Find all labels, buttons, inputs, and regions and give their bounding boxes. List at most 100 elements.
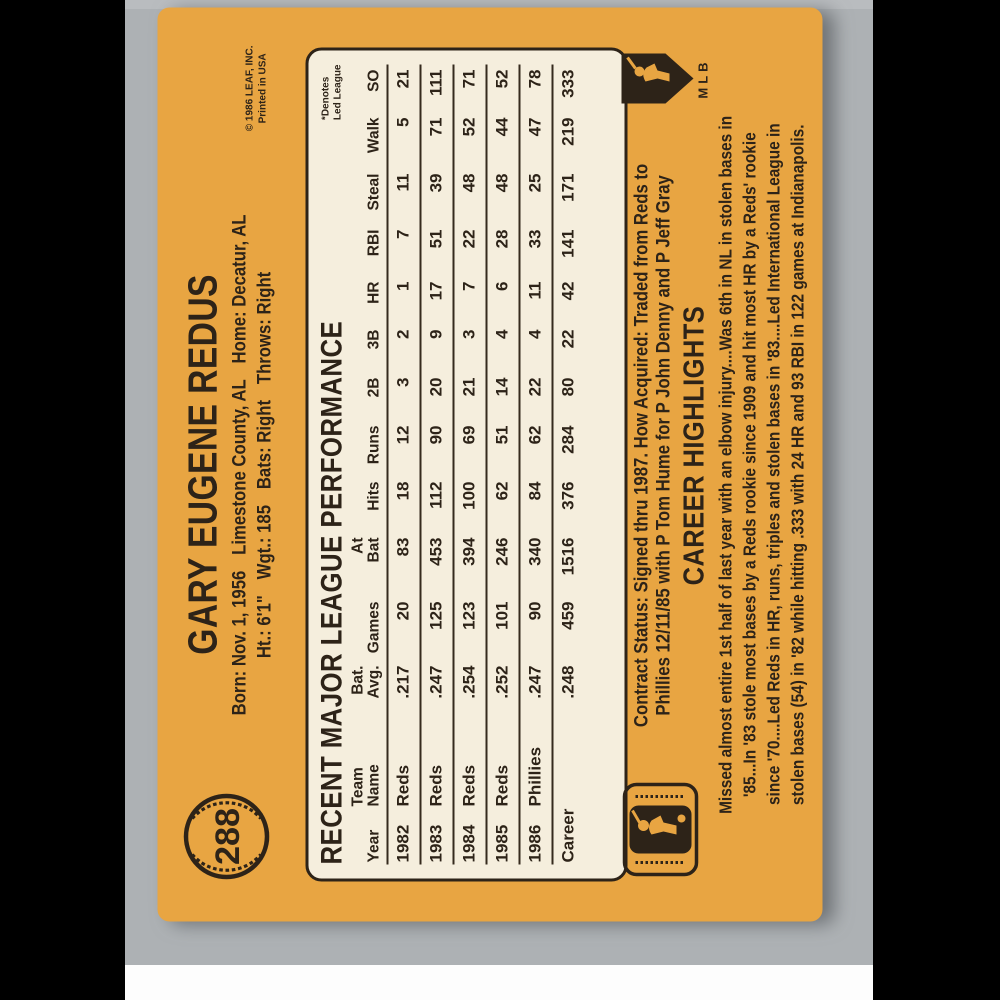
stats-cell: 11 [519, 276, 553, 325]
col-so: SO [365, 69, 383, 92]
stats-cell: 62 [486, 476, 520, 533]
stats-cell: 69 [453, 420, 487, 477]
stats-cell: 459 [552, 596, 585, 661]
stats-cell: 44 [486, 112, 520, 169]
stats-cell: 48 [453, 168, 487, 225]
stats-cell: Reds [420, 716, 454, 809]
stats-cell: 71 [420, 112, 454, 169]
col-hits: Hits [365, 481, 383, 511]
stats-cell: 2 [387, 324, 421, 373]
col-3b: 3B [365, 329, 383, 350]
stats-cell: 22 [552, 324, 585, 373]
stats-cell: 83 [387, 532, 421, 597]
stats-cell: 3 [387, 372, 421, 421]
stats-cell: 28 [486, 224, 520, 277]
highlight-line-4: stolen bases (54) in '82 while hitting .… [787, 124, 808, 805]
stats-cell: 141 [552, 224, 585, 277]
stats-cell: 1986 [519, 808, 553, 865]
col-atbat: At Bat [349, 537, 383, 563]
stats-cell: 246 [486, 532, 520, 597]
stats-cell: .248 [552, 660, 585, 717]
stats-cell: 7 [453, 276, 487, 325]
stats-cell: 111 [420, 64, 454, 113]
col-walk: Walk [365, 117, 383, 154]
stats-cell: 90 [519, 596, 553, 661]
contract-line-2: Phillies 12/11/85 with P Tom Hume for P … [653, 175, 675, 716]
col-avg: Bat. Avg. [349, 665, 383, 699]
stats-cell: 101 [486, 596, 520, 661]
bio-throws: Throws: Right [254, 271, 276, 384]
card-number: 288 [209, 808, 247, 865]
stats-cell: 21 [453, 372, 487, 421]
stats-table: Year Team Name Bat. Avg. Games At Bat Hi… [349, 64, 585, 865]
stats-cell: 20 [420, 372, 454, 421]
stats-cell: 84 [519, 476, 553, 533]
stats-cell: 33 [519, 224, 553, 277]
bio-born: Born: Nov. 1, 1956 [229, 570, 251, 715]
stats-cell: 52 [453, 112, 487, 169]
stats-cell: 11 [387, 168, 421, 225]
contract-block: Contract Status: Signed thru 1987. How A… [632, 120, 712, 772]
bio-county: Limestone County, AL [229, 378, 251, 555]
stats-cell: .252 [486, 660, 520, 717]
stats-row-1986: 1986 Phillies .247 90 340 84 62 22 4 11 … [519, 64, 553, 865]
player-name: GARY EUGENE REDUS [179, 274, 226, 655]
stats-row-1984: 1984 Reds .254 123 394 100 69 21 3 7 22 … [453, 64, 487, 865]
stats-panel-header: RECENT MAJOR LEAGUE PERFORMANCE *Denotes… [316, 65, 350, 865]
stats-cell: 71 [453, 64, 487, 113]
highlight-line-3: since '70....Led Reds in HR, runs, tripl… [763, 123, 784, 806]
stats-cell: 21 [387, 64, 421, 113]
stats-cell: 7 [387, 224, 421, 277]
stats-cell: 219 [552, 112, 585, 169]
stats-cell: 14 [486, 372, 520, 421]
col-steal: Steal [365, 173, 383, 211]
career-highlights-block: Missed almost entire 1st half of last ye… [714, 32, 810, 898]
stats-cell: 62 [519, 420, 553, 477]
stats-cell: Career [552, 808, 585, 865]
stats-cell: 125 [420, 596, 454, 661]
col-rbi: RBI [365, 229, 383, 257]
stats-cell: .254 [453, 660, 487, 717]
bio-weight: Wgt.: 185 [254, 504, 276, 579]
col-hr: HR [365, 281, 383, 304]
stats-row-1982: 1982 Reds .217 20 83 18 12 3 2 1 7 11 5 … [387, 64, 421, 865]
baseball-card-number-icon: 288 [183, 793, 270, 880]
stats-cell: 12 [387, 420, 421, 477]
stats-cell: 51 [420, 224, 454, 277]
stats-cell: 394 [453, 532, 487, 597]
stats-cell: .217 [387, 660, 421, 717]
stats-cell: 39 [420, 168, 454, 225]
col-team: Team Name [349, 764, 383, 807]
stats-panel: RECENT MAJOR LEAGUE PERFORMANCE *Denotes… [305, 47, 628, 882]
stats-cell: 48 [486, 168, 520, 225]
stats-cell: 284 [552, 420, 585, 477]
stats-cell: 453 [420, 532, 454, 597]
stats-cell: 90 [420, 420, 454, 477]
stats-cell: 3 [453, 324, 487, 373]
bio-home: Home: Decatur, AL [229, 214, 251, 364]
col-2b: 2B [365, 377, 383, 398]
stats-title: RECENT MAJOR LEAGUE PERFORMANCE [315, 320, 349, 865]
contract-line-1: Contract Status: Signed thru 1987. How A… [631, 163, 653, 728]
stats-cell: Reds [387, 716, 421, 809]
card-header: GARY EUGENE REDUS Born: Nov. 1, 1956 Lime… [180, 8, 277, 922]
bio-height: Ht.: 6'1" [254, 594, 276, 658]
stats-cell: 20 [387, 596, 421, 661]
mlbpa-logo-icon [622, 782, 699, 877]
stats-cell: 9 [420, 324, 454, 373]
stats-cell [552, 716, 585, 809]
stats-cell: 1983 [420, 808, 454, 865]
stats-cell: 22 [453, 224, 487, 277]
stats-cell: 25 [519, 168, 553, 225]
stats-cell: 4 [486, 324, 520, 373]
stats-cell: 5 [387, 112, 421, 169]
stats-cell: 171 [552, 168, 585, 225]
stats-cell: 78 [519, 64, 553, 113]
stats-cell: 51 [486, 420, 520, 477]
stats-cell: 17 [420, 276, 454, 325]
denotes-led-league-note: *Denotes Led League [320, 64, 344, 121]
stats-cell: 18 [387, 476, 421, 533]
stats-cell: Phillies [519, 716, 553, 809]
stats-cell: 112 [420, 476, 454, 533]
